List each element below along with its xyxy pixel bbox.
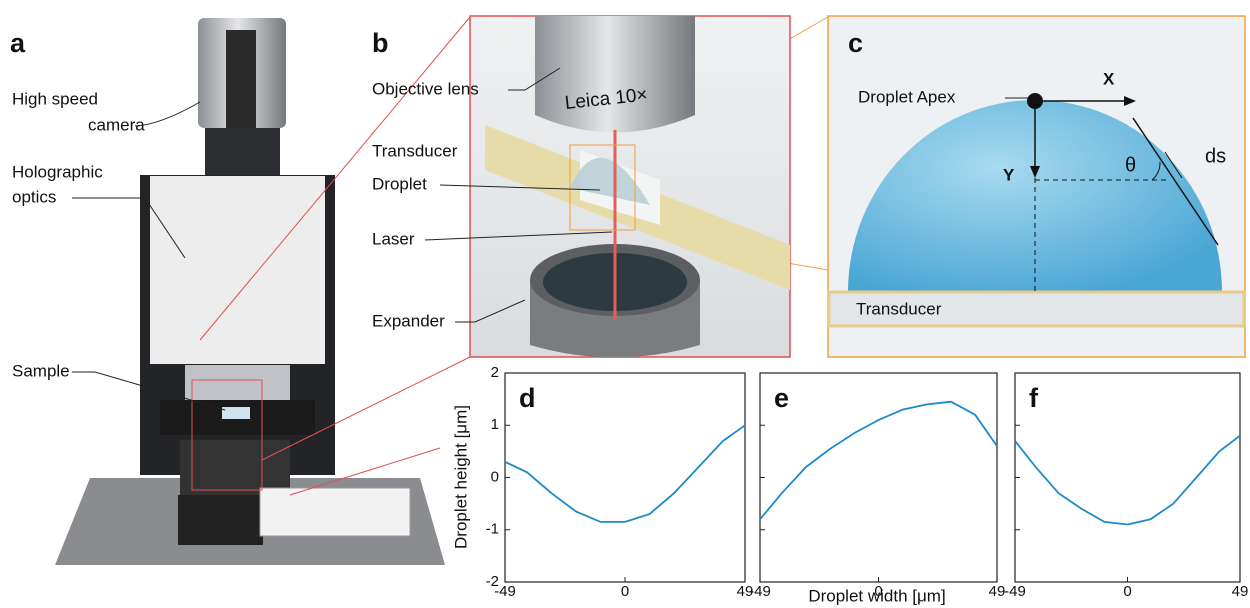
annotation: camera <box>88 115 145 134</box>
y-tick-label: 2 <box>491 364 499 381</box>
instrument-photo <box>55 18 445 565</box>
angle-symbol: θ <box>1125 154 1136 176</box>
plot-frame <box>1015 373 1240 582</box>
data-line <box>1015 436 1240 525</box>
x-tick-label: -49 <box>1004 583 1026 600</box>
plot-frame <box>505 373 745 582</box>
x-tick-label: 49 <box>1232 583 1249 600</box>
data-line <box>760 402 997 520</box>
x-tick-label: 0 <box>874 583 882 600</box>
annotation: optics <box>12 187 56 206</box>
x-tick-label: 49 <box>989 583 1006 600</box>
figure: a High speed camera Holographic optics S… <box>0 0 1250 608</box>
annotation: Droplet Apex <box>858 87 956 106</box>
x-tick-label: 0 <box>621 583 629 600</box>
annotation: Laser <box>372 229 415 248</box>
substrate-label: Transducer <box>856 299 942 318</box>
annotation: Droplet <box>372 174 427 193</box>
annotation: High speed <box>12 89 98 108</box>
data-line <box>505 425 745 522</box>
annotation: Expander <box>372 311 445 330</box>
axis-symbol: X <box>1103 69 1115 88</box>
panel-letter: a <box>10 28 26 58</box>
panel-letter: f <box>1029 383 1039 413</box>
leader-line <box>135 102 200 126</box>
panel-letter: c <box>848 28 863 58</box>
y-tick-label: -1 <box>486 521 499 538</box>
arc-symbol: ds <box>1205 145 1226 167</box>
axis-symbol: Y <box>1003 165 1015 184</box>
panel-letter: d <box>519 383 536 413</box>
panel-letter: e <box>774 383 789 413</box>
annotation: Objective lens <box>372 79 479 98</box>
panel-letter: b <box>372 28 389 58</box>
annotation: Holographic <box>12 162 103 181</box>
y-tick-label: 0 <box>491 468 499 485</box>
annotation: Transducer <box>372 141 458 160</box>
y-tick-label: 1 <box>491 416 499 433</box>
x-tick-label: -49 <box>494 583 516 600</box>
x-tick-label: 0 <box>1123 583 1131 600</box>
x-tick-label: -49 <box>749 583 771 600</box>
y-axis-label: Droplet height [μm] <box>451 405 470 549</box>
annotation: Sample <box>12 361 70 380</box>
